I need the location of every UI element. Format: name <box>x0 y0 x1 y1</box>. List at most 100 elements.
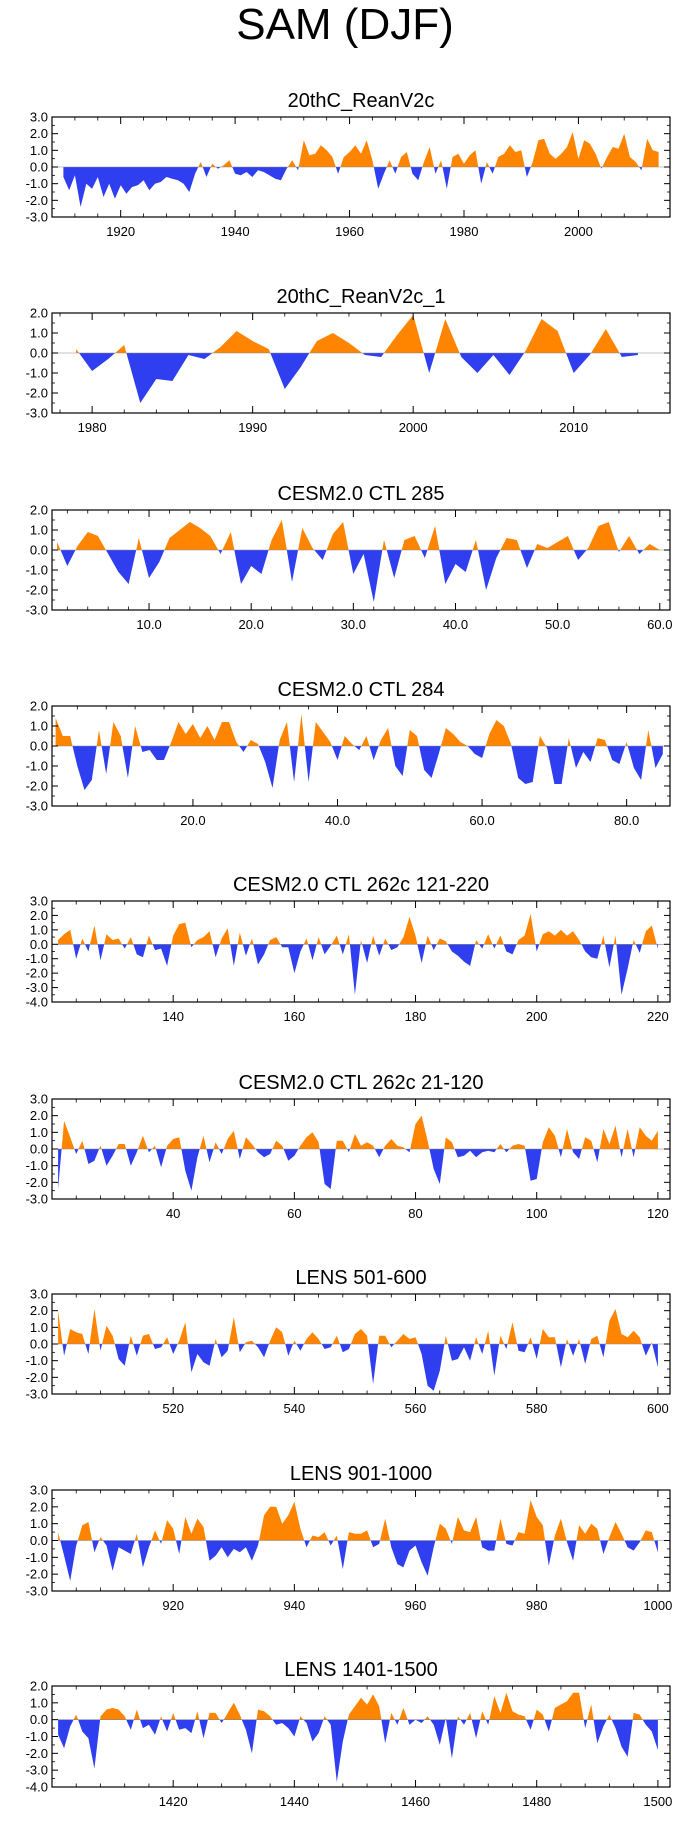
data-point <box>124 1143 125 1144</box>
positive-area-series <box>58 1309 658 1344</box>
data-point <box>388 727 389 728</box>
data-point <box>300 1145 301 1146</box>
data-point <box>142 1335 143 1336</box>
data-point <box>288 947 289 948</box>
data-point <box>130 1729 131 1730</box>
data-point <box>397 947 398 948</box>
data-point <box>439 938 440 939</box>
data-point <box>579 1158 580 1159</box>
x-tick-label: 1980 <box>450 224 479 239</box>
data-point <box>633 1712 634 1713</box>
data-point <box>397 1145 398 1146</box>
data-point <box>366 140 367 141</box>
data-point <box>215 1555 216 1556</box>
data-point <box>308 781 309 782</box>
data-point <box>524 1716 525 1717</box>
data-point <box>154 1348 155 1349</box>
data-point <box>124 1716 125 1717</box>
data-point <box>227 1557 228 1558</box>
data-point <box>227 1350 228 1351</box>
y-tick-label: -1.0 <box>26 1550 48 1565</box>
data-point <box>70 735 71 736</box>
data-point <box>421 962 422 963</box>
data-point <box>463 1530 464 1531</box>
data-point <box>312 1741 313 1742</box>
data-point <box>97 535 98 536</box>
data-point <box>106 1545 107 1546</box>
data-point <box>179 1729 180 1730</box>
data-point <box>263 171 264 172</box>
data-point <box>284 388 285 389</box>
x-tick-label: 160 <box>284 1009 306 1024</box>
data-point <box>204 358 205 359</box>
data-point <box>536 1709 537 1710</box>
data-point <box>179 924 180 925</box>
data-point <box>100 1716 101 1717</box>
data-point <box>272 787 273 788</box>
data-point <box>76 1153 77 1154</box>
data-point <box>312 1132 313 1133</box>
figure-title: SAM (DJF) <box>236 0 454 49</box>
data-point <box>618 551 619 552</box>
data-point <box>135 725 136 726</box>
data-point <box>118 1709 119 1710</box>
data-point <box>542 1525 543 1526</box>
data-point <box>229 160 230 161</box>
data-point <box>526 176 527 177</box>
data-point <box>185 733 186 734</box>
data-point <box>76 1714 77 1715</box>
data-point <box>555 158 556 159</box>
data-point <box>548 1565 549 1566</box>
data-point <box>554 1135 555 1136</box>
data-point <box>161 1347 162 1348</box>
data-point <box>609 1143 610 1144</box>
data-point <box>77 765 78 766</box>
data-point <box>221 938 222 939</box>
data-point <box>245 1729 246 1730</box>
data-point <box>397 334 398 335</box>
data-point <box>585 1363 586 1364</box>
data-point <box>583 751 584 752</box>
x-tick-label: 180 <box>405 1009 427 1024</box>
data-point <box>97 176 98 177</box>
data-point <box>418 180 419 181</box>
data-point <box>597 1528 598 1529</box>
data-point <box>461 356 462 357</box>
data-point <box>496 557 497 558</box>
data-point <box>575 767 576 768</box>
data-point <box>645 1135 646 1136</box>
data-point <box>406 151 407 152</box>
data-point <box>87 531 88 532</box>
data-point <box>142 1567 143 1568</box>
data-point <box>316 340 317 341</box>
data-point <box>191 947 192 948</box>
data-point <box>524 1352 525 1353</box>
data-point <box>270 939 271 940</box>
data-point <box>154 1145 155 1146</box>
data-point <box>195 173 196 174</box>
data-point <box>641 170 642 171</box>
data-point <box>268 348 269 349</box>
data-point <box>64 934 65 935</box>
data-point <box>245 1137 246 1138</box>
data-point <box>223 165 224 166</box>
data-point <box>264 954 265 955</box>
data-point <box>482 1152 483 1153</box>
data-point <box>178 721 179 722</box>
y-tick-label: -3.0 <box>26 603 48 618</box>
data-point <box>167 965 168 966</box>
data-point <box>445 1717 446 1718</box>
data-point <box>143 180 144 181</box>
x-tick-label: 1980 <box>78 420 107 435</box>
data-point <box>264 1711 265 1712</box>
data-point <box>560 1367 561 1368</box>
data-point <box>169 537 170 538</box>
x-tick-label: 40 <box>166 1206 180 1221</box>
data-point <box>403 1333 404 1334</box>
data-point <box>548 1127 549 1128</box>
data-point <box>641 779 642 780</box>
y-tick-label: 3.0 <box>30 110 48 125</box>
data-point <box>512 1711 513 1712</box>
data-point <box>332 533 333 534</box>
data-point <box>282 947 283 948</box>
